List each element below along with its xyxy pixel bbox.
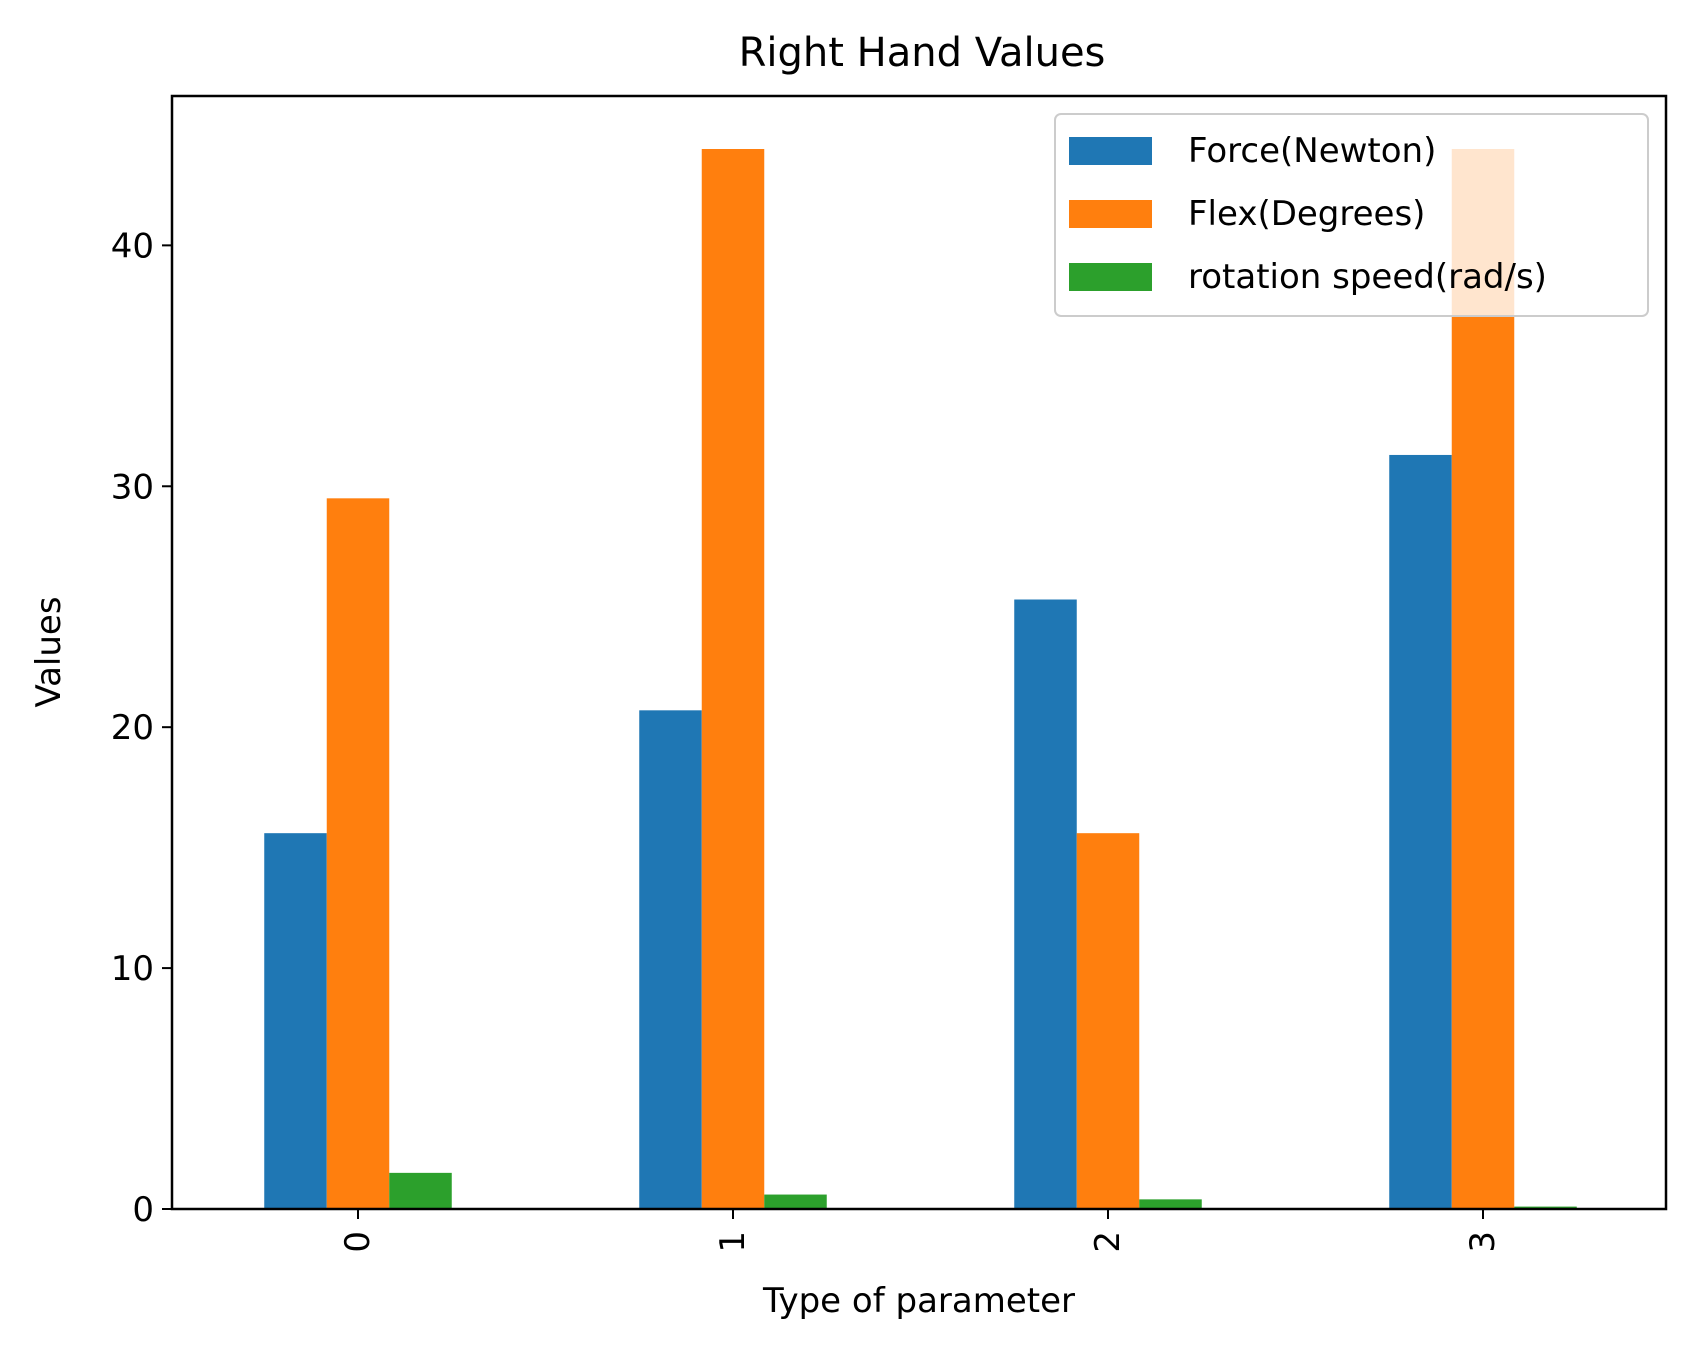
bar-force-newton-1 [639,710,702,1209]
bar-force-newton-0 [264,833,327,1209]
legend-swatch-force-newton [1069,137,1152,165]
legend-frame [1054,113,1649,317]
y-tick-label: 30 [111,467,154,507]
x-tick-label: 1 [713,1231,753,1253]
x-tick-label: 2 [1088,1231,1128,1253]
legend: Force(Newton) Flex(Degrees) rotation speed… [1054,113,1649,317]
chart-title: Right Hand Values [739,30,1106,76]
bar-force-newton-3 [1389,454,1452,1209]
y-tick-label: 40 [111,226,154,266]
bar-flex-degrees-3 [1451,149,1515,1209]
x-tick-label: 3 [1463,1231,1503,1253]
y-axis-label: Values [29,596,69,707]
bar-flex-degrees-2 [1076,833,1140,1209]
legend-swatch-flex-degrees [1069,200,1152,228]
legend-label-rotation-speed-rad-s: rotation speed(rad/s) [1188,257,1547,297]
bar-flex-degrees-1 [701,149,765,1209]
x-axis-label: Type of parameter [762,1281,1075,1321]
plot-frame [170,94,1668,1211]
y-axis-ticks: 0 10 20 30 40 [111,226,172,1230]
legend-label-flex-degrees: Flex(Degrees) [1188,194,1425,234]
legend-swatch-rotation-speed-rad-s [1069,263,1152,291]
bar-rotation-speed-rad-s-2 [1139,1199,1202,1209]
bar-force-newton-2 [1014,599,1077,1209]
y-tick-label: 0 [132,1190,154,1230]
bar-flex-degrees-0 [326,498,390,1209]
legend-label-force-newton: Force(Newton) [1188,131,1436,171]
x-tick-label: 0 [338,1231,378,1253]
y-tick-label: 20 [111,708,154,748]
x-axis-ticks: 0 1 2 3 [338,1209,1503,1253]
bar-rotation-speed-rad-s-0 [389,1172,452,1209]
bars-layer [264,149,1577,1209]
legend-entries: Force(Newton) Flex(Degrees) rotation speed… [1069,131,1547,297]
bar-rotation-speed-rad-s-1 [764,1194,827,1209]
y-tick-label: 10 [111,949,154,989]
